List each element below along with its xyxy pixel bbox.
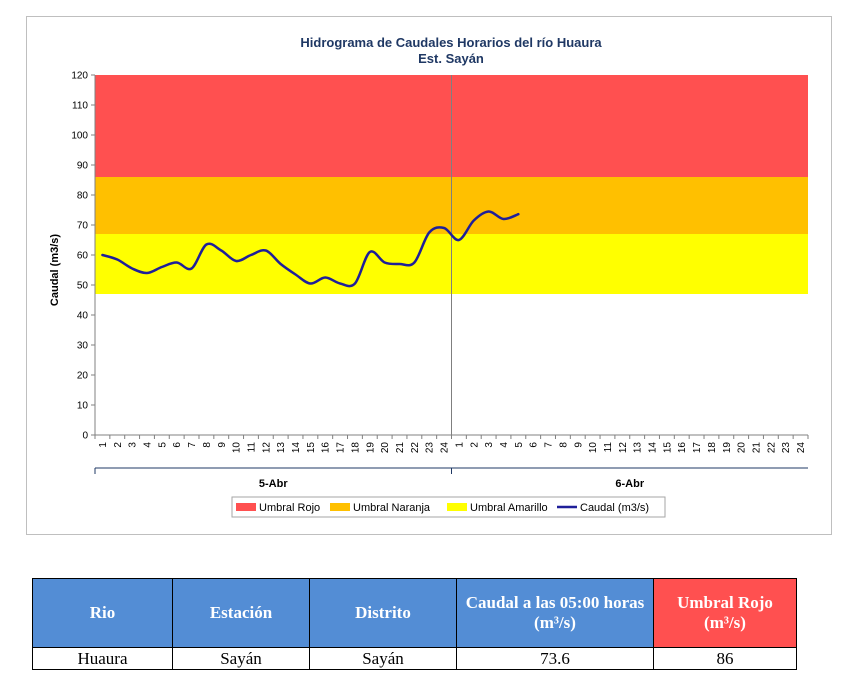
chart-title: Hidrograma de Caudales Horarios del río … (300, 35, 602, 50)
x-tick-label-24: 1 (454, 442, 465, 448)
axes (91, 74, 809, 439)
x-tick-label-18: 19 (365, 442, 376, 454)
x-tick-label-26: 3 (484, 442, 495, 448)
x-tick-label-7: 8 (202, 442, 213, 448)
cell-rio: Huaura (32, 647, 173, 670)
x-tick-label-12: 13 (276, 442, 287, 454)
legend-label-1: Umbral Naranja (353, 502, 431, 514)
y-tick-label-0: 0 (82, 431, 88, 442)
x-tick-label-32: 9 (573, 442, 584, 448)
y-tick-label-11: 110 (72, 101, 88, 112)
x-tick-label-29: 6 (529, 442, 540, 448)
legend: Umbral Rojo Umbral Naranja Umbral Amarillo… (231, 496, 666, 518)
x-tick-label-36: 13 (633, 442, 644, 454)
y-tick-label-10: 100 (71, 131, 88, 142)
x-tick-label-46: 23 (781, 442, 792, 454)
x-tick-label-38: 15 (662, 442, 673, 454)
x-tick-label-11: 12 (261, 442, 272, 454)
x-tick-label-6: 7 (187, 442, 198, 448)
cell-estacion: Sayán (172, 647, 310, 670)
cell-umbral-rojo: 86 (653, 647, 797, 670)
legend-label-2: Umbral Amarillo (470, 502, 548, 514)
y-axis-title: Caudal (m3/s) (49, 234, 61, 306)
x-tick-label-10: 11 (246, 442, 257, 453)
x-tick-label-41: 18 (707, 442, 718, 454)
x-tick-label-23: 24 (440, 442, 451, 454)
x-tick-label-28: 5 (514, 442, 525, 448)
chart-frame: Hidrograma de Caudales Horarios del río … (26, 16, 832, 535)
y-tick-label-8: 80 (77, 191, 89, 202)
x-tick-label-45: 22 (766, 442, 777, 454)
legend-swatch-2 (447, 503, 467, 511)
x-tick-label-0: 1 (98, 442, 109, 448)
x-tick-label-33: 10 (588, 442, 599, 454)
x-tick-label-16: 17 (336, 442, 347, 454)
table-row: Huaura Sayán Sayán 73.6 86 (32, 647, 797, 670)
x-tick-label-9: 10 (232, 442, 243, 454)
x-tick-label-22: 23 (425, 442, 436, 454)
legend-label-0: Umbral Rojo (259, 502, 320, 514)
y-tick-label-7: 70 (77, 221, 89, 232)
x-tick-label-43: 20 (737, 442, 748, 454)
header-umbral-rojo: Umbral Rojo (m³/s) (653, 578, 797, 648)
x-tick-label-13: 14 (291, 442, 302, 454)
y-tick-label-5: 50 (77, 281, 89, 292)
y-tick-label-12: 120 (71, 71, 88, 82)
x-tick-label-2: 3 (128, 442, 139, 448)
x-tick-label-17: 18 (350, 442, 361, 454)
y-tick-label-4: 40 (77, 311, 89, 322)
x-tick-label-21: 22 (410, 442, 421, 454)
day-group-label-0: 5-Abr (259, 478, 288, 490)
summary-table: Rio Estación Distrito Caudal a las 05:00… (32, 578, 797, 670)
legend-swatch-1 (330, 503, 350, 511)
day-group-label-1: 6-Abr (615, 478, 644, 490)
header-caudal: Caudal a las 05:00 horas (m³/s) (456, 578, 654, 648)
chart-subtitle: Est. Sayán (418, 51, 484, 66)
x-tick-label-25: 2 (469, 442, 480, 448)
summary-header-row: Rio Estación Distrito Caudal a las 05:00… (32, 578, 797, 648)
x-tick-label-40: 17 (692, 442, 703, 454)
x-tick-label-15: 16 (321, 442, 332, 454)
y-tick-label-1: 10 (77, 401, 89, 412)
y-tick-label-6: 60 (77, 251, 89, 262)
x-tick-label-42: 19 (722, 442, 733, 454)
y-tick-label-3: 30 (77, 341, 89, 352)
legend-label-3: Caudal (m3/s) (580, 502, 649, 514)
x-tick-label-20: 21 (395, 442, 406, 454)
y-tick-label-9: 90 (77, 161, 89, 172)
header-distrito: Distrito (309, 578, 457, 648)
x-tick-label-8: 9 (217, 442, 228, 448)
x-tick-label-1: 2 (113, 442, 124, 448)
x-tick-label-44: 21 (752, 442, 763, 454)
series-line-0 (101, 210, 520, 288)
header-rio: Rio (32, 578, 173, 648)
x-tick-label-27: 4 (499, 442, 510, 448)
day-groups: 5-Abr 6-Abr (94, 467, 808, 490)
x-tick-label-34: 11 (603, 442, 614, 453)
header-estacion: Estación (172, 578, 310, 648)
x-tick-label-47: 24 (796, 442, 807, 454)
x-tick-label-3: 4 (142, 442, 153, 448)
x-tick-labels: 1 2 3 4 5 6 7 8 9 10 11 12 13 14 15 16 17 18 19 20 21 22 23 24 1… (98, 442, 807, 454)
x-tick-label-35: 12 (618, 442, 629, 454)
y-tick-label-2: 20 (77, 371, 89, 382)
y-tick-labels: 0 10 20 30 40 50 60 70 80 90 100 110 120 (71, 71, 88, 442)
x-tick-label-19: 20 (380, 442, 391, 454)
x-tick-label-4: 5 (157, 442, 168, 448)
x-tick-label-5: 6 (172, 442, 183, 448)
x-tick-label-37: 14 (648, 442, 659, 454)
x-tick-label-30: 7 (544, 442, 555, 448)
cell-distrito: Sayán (309, 647, 457, 670)
x-tick-label-14: 15 (306, 442, 317, 454)
hydrograph-chart: Hidrograma de Caudales Horarios del río … (49, 35, 809, 518)
x-tick-label-31: 8 (558, 442, 569, 448)
cell-caudal: 73.6 (456, 647, 654, 670)
series-lines (101, 210, 520, 288)
x-tick-label-39: 16 (677, 442, 688, 454)
legend-swatch-0 (236, 503, 256, 511)
